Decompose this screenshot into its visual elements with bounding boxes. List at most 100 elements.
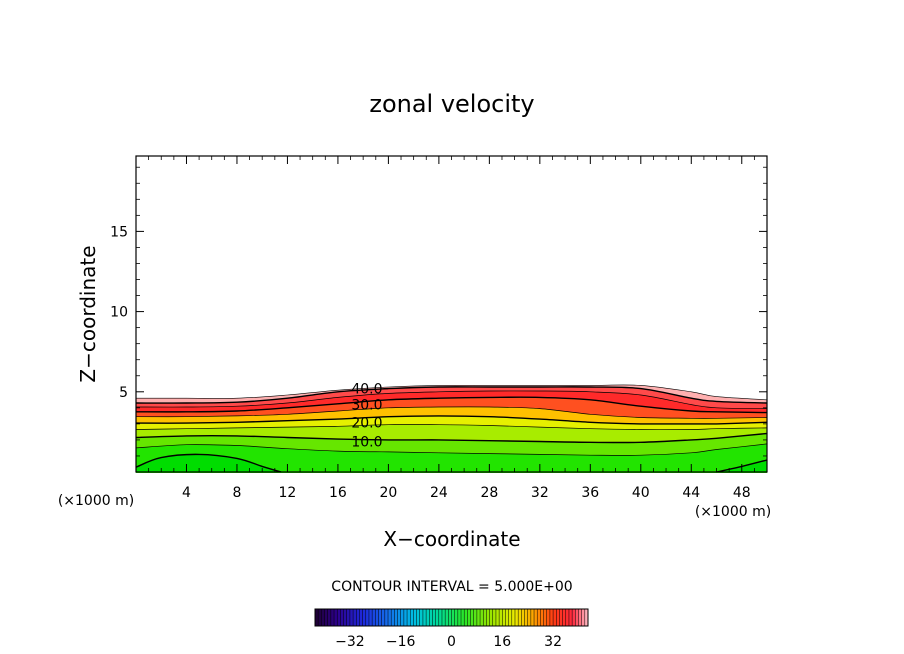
colorbar-cell: [362, 609, 367, 626]
x-unit-label-left: (×1000 m): [58, 493, 134, 509]
colorbar-tick-label: 0: [447, 634, 456, 650]
colorbar-cell: [356, 609, 360, 626]
colorbar-cell: [451, 609, 455, 626]
x-tick-label: 20: [379, 485, 397, 501]
colorbar-cell: [454, 609, 459, 626]
contour-interval-caption: CONTOUR INTERVAL = 5.000E+00: [331, 579, 572, 595]
colorbar-cell: [543, 609, 548, 626]
colorbar-cell: [549, 609, 554, 626]
x-tick-label: 32: [531, 485, 549, 501]
contour-line-30: [136, 396, 767, 414]
colorbar-cell: [378, 609, 382, 626]
x-tick-label: 40: [632, 485, 650, 501]
colorbar-cell: [334, 609, 338, 626]
contour-label-30: 30.0: [351, 398, 382, 414]
colorbar-cell: [410, 609, 414, 626]
y-tick-label: 5: [119, 385, 128, 401]
chart-title: zonal velocity: [369, 90, 534, 118]
x-tick-label: 24: [430, 485, 448, 501]
colorbar-cell: [324, 609, 328, 626]
colorbar-cell: [419, 609, 424, 626]
field-band-0-left: [136, 454, 282, 472]
colorbar-cell: [540, 609, 544, 626]
colorbar-cell: [473, 609, 478, 626]
colorbar-cell: [384, 609, 389, 626]
colorbar-cell: [527, 609, 532, 626]
colorbar-cell: [330, 609, 335, 626]
colorbar-cell: [568, 609, 573, 626]
colorbar-cell: [353, 609, 357, 626]
colorbar-cell: [476, 609, 481, 626]
contour-labels: 40.030.020.0 10.0: [351, 382, 382, 451]
colorbar-cell: [426, 609, 430, 626]
contour-line-5: [136, 443, 767, 456]
contour-line-10: [136, 432, 767, 444]
colorbar-cell: [400, 609, 405, 626]
colorbar-cell: [505, 609, 509, 626]
colorbar-cell: [486, 609, 490, 626]
colorbar-cell: [397, 609, 402, 626]
contour-line-20: [136, 415, 767, 425]
colorbar-cell: [534, 609, 538, 626]
colorbar-cell: [429, 609, 433, 626]
colorbar-cell: [365, 609, 370, 626]
colorbar-cell: [502, 609, 506, 626]
colorbar-cell: [416, 609, 421, 626]
colorbar-cell: [470, 609, 475, 626]
colorbar-cell: [565, 609, 570, 626]
colorbar-cell: [422, 609, 427, 626]
colorbar-cell: [514, 609, 519, 626]
colorbar-cell: [381, 609, 386, 626]
colorbar-cell: [438, 609, 443, 626]
colorbar-cell: [511, 609, 516, 626]
x-unit-label-right: (×1000 m): [695, 504, 771, 520]
contour-line-25: [136, 406, 767, 419]
colorbar-cell: [581, 609, 586, 626]
contour-line-35: [136, 390, 767, 409]
colorbar-cell: [495, 609, 500, 626]
colorbar-cell: [467, 609, 471, 626]
colorbar-cell: [546, 609, 551, 626]
contour-line-15: [136, 424, 767, 430]
colorbar-cell: [537, 609, 541, 626]
colorbar-cell: [315, 609, 319, 626]
colorbar-cell: [464, 609, 468, 626]
colorbar-cell: [375, 609, 379, 626]
colorbar-tick-label: −32: [335, 634, 365, 650]
colorbar-cell: [407, 609, 411, 626]
colorbar-tick-label: 16: [493, 634, 511, 650]
colorbar-frame: [314, 608, 589, 627]
colorbar-cell: [435, 609, 440, 626]
colorbar-cell: [572, 609, 576, 626]
colorbar-cell: [508, 609, 513, 626]
colorbar-cell: [343, 609, 348, 626]
colorbar-cell: [432, 609, 436, 626]
colorbar-cell: [489, 609, 494, 626]
colorbar-cell: [445, 609, 449, 626]
contour-label-20: 20.0: [351, 415, 382, 431]
colorbar-cell: [346, 609, 351, 626]
colorbar-cell: [483, 609, 487, 626]
colorbar-cell: [480, 609, 484, 626]
colorbar-cell: [499, 609, 503, 626]
colorbar-cell: [524, 609, 528, 626]
colorbar-cell: [413, 609, 417, 626]
y-tick-label: 15: [110, 224, 128, 240]
colorbar-cell: [492, 609, 497, 626]
colorbar-tick-label: −16: [386, 634, 416, 650]
colorbar-cell: [394, 609, 398, 626]
colorbar-cell: [340, 609, 344, 626]
colorbar-cell: [359, 609, 363, 626]
colorbar-cell: [556, 609, 560, 626]
y-axis-title: Z−coordinate: [76, 245, 100, 382]
colorbar-cell: [521, 609, 525, 626]
x-tick-label: 36: [581, 485, 599, 501]
field-band-5: [136, 443, 767, 473]
contour-label-10: 10.0: [351, 435, 382, 451]
x-tick-label: 8: [232, 485, 241, 501]
colorbar-cell: [349, 609, 354, 626]
field-top-outline: [135, 384, 768, 401]
colorbar-cell: [448, 609, 452, 626]
